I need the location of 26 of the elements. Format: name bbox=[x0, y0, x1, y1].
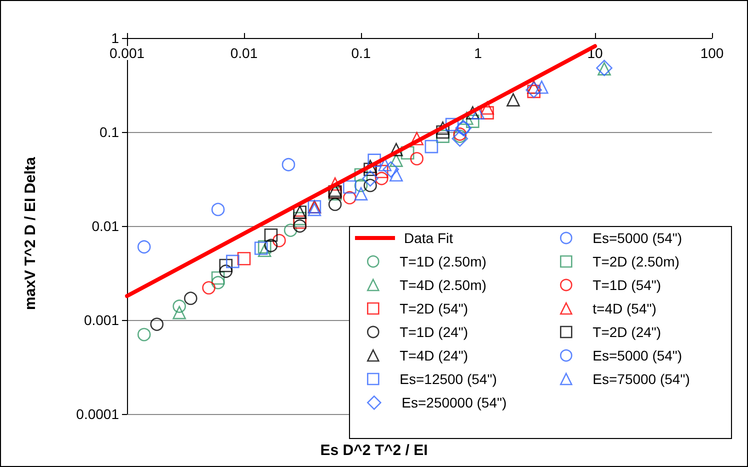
legend-label: Es=75000 (54") bbox=[592, 371, 690, 387]
legend-label: T=4D (24") bbox=[400, 348, 468, 364]
legend-label: Data Fit bbox=[404, 230, 454, 246]
y-axis-title: maxV T^2 D / EI Delta bbox=[22, 156, 39, 310]
legend-label: Es=250000 (54") bbox=[402, 394, 507, 411]
legend-label: t=4D (54") bbox=[592, 300, 656, 316]
y-tick-label: 0.1 bbox=[100, 124, 120, 140]
legend-label: T=1D (2.50m) bbox=[400, 254, 486, 270]
legend-label: T=4D (2.50m) bbox=[400, 277, 486, 293]
x-tick-label: 0.01 bbox=[230, 45, 258, 61]
x-tick-label: 100 bbox=[700, 45, 724, 61]
x-tick-label: 1 bbox=[474, 45, 482, 61]
legend-label: T=2D (24") bbox=[592, 324, 662, 340]
legend-label: Es=5000 (54") bbox=[592, 230, 682, 246]
x-axis-title: Es D^2 T^2 / EI bbox=[320, 442, 428, 459]
y-tick-label: 0.001 bbox=[84, 312, 120, 328]
legend-label: T=1D (54") bbox=[592, 277, 662, 293]
legend-label: T=2D (54") bbox=[400, 300, 468, 316]
legend-label: T=1D (24") bbox=[400, 324, 468, 340]
legend-label: Es=12500 (54") bbox=[400, 371, 497, 387]
legend-label: T=2D (2.50m) bbox=[592, 254, 680, 270]
legend-label: Es=5000 (54") bbox=[592, 348, 682, 364]
y-tick-label: 1 bbox=[111, 30, 120, 46]
y-tick-label: 0.0001 bbox=[76, 406, 120, 422]
y-tick-label: 0.01 bbox=[92, 218, 120, 234]
x-tick-label: 0.1 bbox=[351, 45, 371, 61]
